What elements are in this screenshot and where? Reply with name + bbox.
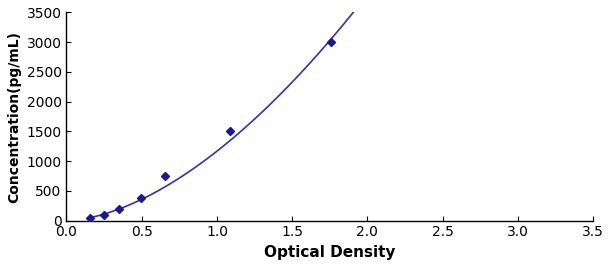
Y-axis label: Concentration(pg/mL): Concentration(pg/mL) [7,30,21,203]
X-axis label: Optical Density: Optical Density [264,245,395,260]
